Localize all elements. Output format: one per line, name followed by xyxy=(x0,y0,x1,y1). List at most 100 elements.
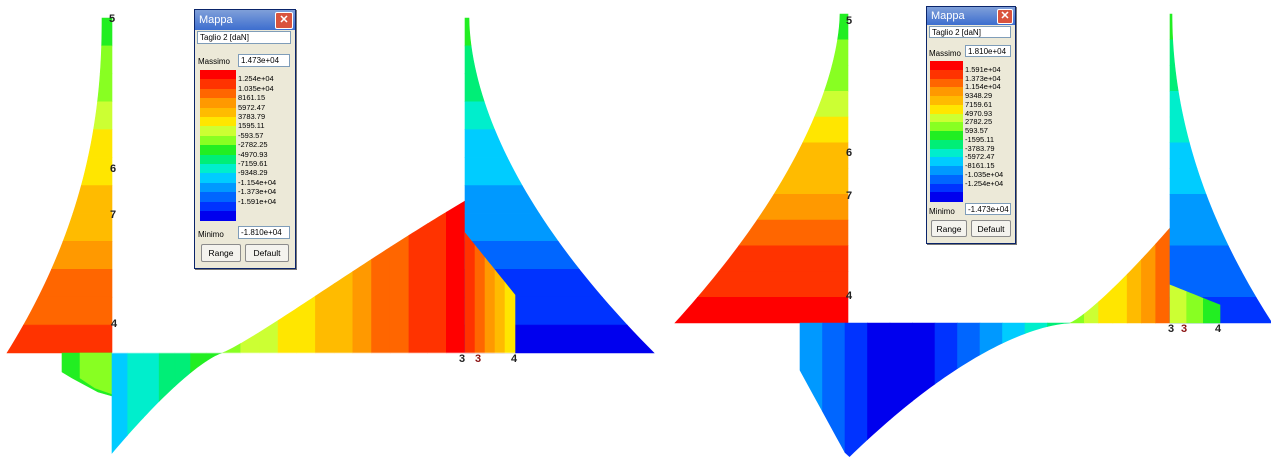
legend-value: -2782.25 xyxy=(238,140,268,150)
shear-band xyxy=(205,352,223,362)
legend-value: 3783.79 xyxy=(238,112,266,121)
legend-swatch xyxy=(930,87,963,97)
max-value-field[interactable]: 1.473e+04 xyxy=(238,54,290,67)
min-value-field[interactable]: -1.810e+04 xyxy=(238,226,290,239)
node-label-7: 7 xyxy=(110,209,116,221)
shear-band xyxy=(277,307,298,354)
default-button[interactable]: Default xyxy=(971,220,1011,237)
shear-band xyxy=(1083,301,1099,324)
max-value-field[interactable]: 1.810e+04 xyxy=(965,45,1011,57)
legend-value: -593.57 xyxy=(238,130,264,140)
mappa-titlebar[interactable]: Mappa ✕ xyxy=(927,7,1015,25)
shear-band xyxy=(79,352,113,395)
legend-value: 1.254e+04 xyxy=(238,74,274,84)
legend-value: -3783.79 xyxy=(965,143,995,153)
mappa-window-right[interactable]: Mappa ✕ Taglio 2 [daN] Massimo 1.810e+04… xyxy=(926,6,1016,244)
shear-band xyxy=(333,270,354,354)
shear-band xyxy=(37,268,113,298)
node-label-4b: 4 xyxy=(511,353,518,365)
close-icon[interactable]: ✕ xyxy=(275,11,293,29)
shear-band xyxy=(867,322,891,441)
shear-band xyxy=(1169,90,1184,118)
shear-band xyxy=(802,116,849,144)
default-button[interactable]: Default xyxy=(245,244,289,262)
shear-band xyxy=(484,256,496,354)
shear-band xyxy=(788,142,849,169)
legend-swatch xyxy=(200,201,236,212)
shear-band xyxy=(1169,271,1257,298)
shear-band xyxy=(831,39,849,66)
shear-band xyxy=(756,193,849,221)
mappa-window-left[interactable]: Mappa ✕ Taglio 2 [daN] Massimo 1.473e+04… xyxy=(194,9,296,269)
legend-swatch xyxy=(930,104,963,114)
shear-band xyxy=(1002,322,1026,344)
legend-value: -5972.47 xyxy=(965,152,995,162)
range-button[interactable]: Range xyxy=(931,220,967,237)
legend-swatch xyxy=(200,98,236,109)
shear-band xyxy=(62,213,113,242)
legend-value: -1.035e+04 xyxy=(965,169,1004,179)
legend-swatch xyxy=(930,61,963,71)
shear-band xyxy=(957,322,981,370)
shear-band xyxy=(912,322,936,402)
color-legend: 1.254e+04 1.035e+04 8161.15 5972.47 3783.79 1… xyxy=(200,70,290,221)
shear-band xyxy=(127,352,144,436)
legend-value: -1.154e+04 xyxy=(238,177,277,187)
node-label-4-right: 4 xyxy=(846,290,853,302)
shear-band xyxy=(1047,322,1071,327)
shear-band xyxy=(371,246,391,354)
shear-band xyxy=(934,322,958,385)
node-label-6-right: 6 xyxy=(846,147,852,159)
shear-band xyxy=(738,219,849,247)
shear-band xyxy=(446,200,466,354)
legend-swatch xyxy=(200,126,236,137)
shear-band xyxy=(504,281,516,354)
legend-swatch xyxy=(930,131,963,141)
legend-swatch xyxy=(930,192,963,202)
shear-band xyxy=(352,258,372,354)
min-label: Minimo xyxy=(198,230,224,239)
legend-swatch xyxy=(930,166,963,176)
legend-swatch xyxy=(930,174,963,184)
shear-band xyxy=(464,17,472,47)
legend-swatch xyxy=(930,157,963,167)
legend-value: -4970.93 xyxy=(238,149,268,159)
node-label-3b: 3 xyxy=(475,353,481,365)
shear-band xyxy=(72,185,113,214)
shear-band xyxy=(143,352,160,419)
min-value-field[interactable]: -1.473e+04 xyxy=(965,203,1011,215)
mappa-titlebar[interactable]: Mappa ✕ xyxy=(195,10,295,30)
legend-swatch xyxy=(200,211,236,221)
node-label-3: 3 xyxy=(459,353,465,365)
shear-band xyxy=(97,73,113,103)
shear-band xyxy=(494,269,506,354)
legend-value: 9348.29 xyxy=(965,91,993,100)
legend-swatch xyxy=(200,154,236,165)
shear-band xyxy=(315,283,335,354)
shear-band xyxy=(1024,322,1048,334)
legend-value: 2782.25 xyxy=(965,117,993,127)
shear-band xyxy=(259,319,279,354)
shear-band xyxy=(80,157,113,186)
node-label-7-right: 7 xyxy=(846,190,852,202)
shear-band xyxy=(111,352,129,454)
legend-value: -8161.15 xyxy=(965,161,995,170)
min-label: Minimo xyxy=(929,207,955,216)
close-icon[interactable]: ✕ xyxy=(997,8,1013,24)
shear-band xyxy=(221,343,241,354)
legend-value: 4970.93 xyxy=(965,108,993,118)
shear-band xyxy=(464,213,559,242)
legend-swatch xyxy=(930,183,963,193)
window-title: Mappa xyxy=(199,14,233,26)
shear-band xyxy=(814,90,849,118)
range-button[interactable]: Range xyxy=(201,244,241,262)
shear-band xyxy=(190,352,207,374)
legend-swatch xyxy=(200,88,236,99)
shear-band xyxy=(93,101,113,130)
quantity-field[interactable]: Taglio 2 [daN] xyxy=(197,31,291,44)
shear-band xyxy=(101,17,113,47)
shear-band xyxy=(844,322,868,457)
quantity-field[interactable]: Taglio 2 [daN] xyxy=(929,26,1011,38)
shear-band xyxy=(296,295,316,354)
